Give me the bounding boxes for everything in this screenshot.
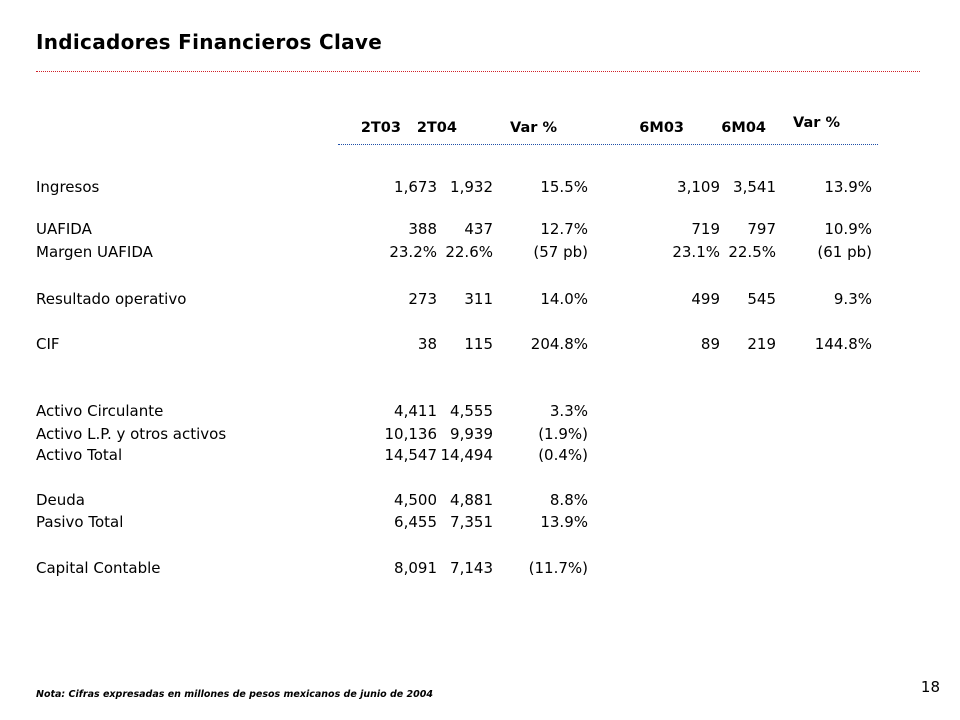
cell-2t03: 14,547 <box>384 446 438 464</box>
cell-var-quarter: 12.7% <box>540 220 588 238</box>
cell-var-quarter: (11.7%) <box>528 559 588 577</box>
cell-var-quarter: (0.4%) <box>538 446 588 464</box>
cell-2t04: 9,939 <box>450 425 493 443</box>
table-row: Resultado operativo 273 311 14.0% 499 54… <box>36 290 872 312</box>
header-var-quarter: Var % <box>510 120 557 136</box>
header-6m03: 6M03 <box>639 120 684 136</box>
row-label: Activo Total <box>36 446 123 464</box>
row-label: Pasivo Total <box>36 513 124 531</box>
cell-var-quarter: 13.9% <box>540 513 588 531</box>
table-row: Capital Contable 8,091 7,143 (11.7%) <box>36 559 856 581</box>
row-label: Margen UAFIDA <box>36 243 153 261</box>
cell-2t04: 437 <box>464 220 493 238</box>
row-label: Capital Contable <box>36 559 161 577</box>
cell-2t04: 7,143 <box>450 559 493 577</box>
table-row: Activo Total 14,547 14,494 (0.4%) <box>36 446 856 468</box>
cell-2t03: 4,500 <box>394 491 437 509</box>
header-var-semester: Var % <box>793 115 840 131</box>
cell-2t04: 22.6% <box>445 243 493 261</box>
cell-2t04: 311 <box>464 290 493 308</box>
page-title: Indicadores Financieros Clave <box>36 30 383 54</box>
cell-var-semester: (61 pb) <box>817 243 872 261</box>
table-row: UAFIDA 388 437 12.7% 719 797 10.9% <box>36 220 872 242</box>
row-label: Activo Circulante <box>36 402 164 420</box>
table-row: Activo Circulante 4,411 4,555 3.3% <box>36 402 856 424</box>
table-row: Activo L.P. y otros activos 10,136 9,939… <box>36 425 856 447</box>
table-row: Margen UAFIDA 23.2% 22.6% (57 pb) 23.1% … <box>36 243 872 265</box>
cell-2t03: 38 <box>417 335 437 353</box>
cell-2t03: 1,673 <box>394 178 437 196</box>
cell-6m03: 23.1% <box>672 243 720 261</box>
cell-2t03: 273 <box>408 290 437 308</box>
table-row: Ingresos 1,673 1,932 15.5% 3,109 3,541 1… <box>36 178 872 200</box>
cell-var-quarter: 204.8% <box>530 335 588 353</box>
cell-var-quarter: 15.5% <box>540 178 588 196</box>
cell-6m04: 22.5% <box>728 243 776 261</box>
table-row: CIF 38 115 204.8% 89 219 144.8% <box>36 335 872 357</box>
cell-2t04: 4,881 <box>450 491 493 509</box>
header-2t03: 2T03 <box>360 120 401 136</box>
row-label: Ingresos <box>36 178 100 196</box>
footnote: Nota: Cifras expresadas en millones de p… <box>36 689 433 700</box>
cell-var-quarter: (57 pb) <box>533 243 588 261</box>
cell-2t03: 388 <box>408 220 437 238</box>
table-row: Deuda 4,500 4,881 8.8% <box>36 491 856 513</box>
cell-2t04: 1,932 <box>450 178 493 196</box>
cell-var-semester: 13.9% <box>824 178 872 196</box>
cell-var-semester: 9.3% <box>833 290 872 308</box>
cell-var-quarter: 3.3% <box>549 402 588 420</box>
cell-6m04: 545 <box>747 290 776 308</box>
cell-2t04: 115 <box>464 335 493 353</box>
cell-6m04: 797 <box>747 220 776 238</box>
cell-2t03: 23.2% <box>389 243 437 261</box>
cell-6m03: 3,109 <box>677 178 720 196</box>
cell-6m03: 719 <box>691 220 720 238</box>
header-divider <box>338 144 878 145</box>
cell-2t04: 7,351 <box>450 513 493 531</box>
cell-2t04: 4,555 <box>450 402 493 420</box>
cell-6m04: 219 <box>747 335 776 353</box>
cell-var-semester: 10.9% <box>824 220 872 238</box>
cell-2t03: 6,455 <box>394 513 437 531</box>
header-2t04: 2T04 <box>416 120 457 136</box>
row-label: CIF <box>36 335 60 353</box>
header-6m04: 6M04 <box>721 120 766 136</box>
row-label: Deuda <box>36 491 85 509</box>
cell-2t04: 14,494 <box>440 446 494 464</box>
row-label: Activo L.P. y otros activos <box>36 425 227 443</box>
cell-6m03: 499 <box>691 290 720 308</box>
cell-6m03: 89 <box>700 335 720 353</box>
title-divider <box>36 71 920 72</box>
cell-2t03: 8,091 <box>394 559 437 577</box>
cell-var-quarter: 8.8% <box>549 491 588 509</box>
row-label: Resultado operativo <box>36 290 187 308</box>
row-label: UAFIDA <box>36 220 92 238</box>
table-row: Pasivo Total 6,455 7,351 13.9% <box>36 513 856 535</box>
page-number: 18 <box>920 678 940 696</box>
cell-var-semester: 144.8% <box>814 335 872 353</box>
cell-6m04: 3,541 <box>733 178 776 196</box>
cell-2t03: 10,136 <box>384 425 438 443</box>
cell-var-quarter: (1.9%) <box>538 425 588 443</box>
cell-var-quarter: 14.0% <box>540 290 588 308</box>
cell-2t03: 4,411 <box>394 402 437 420</box>
